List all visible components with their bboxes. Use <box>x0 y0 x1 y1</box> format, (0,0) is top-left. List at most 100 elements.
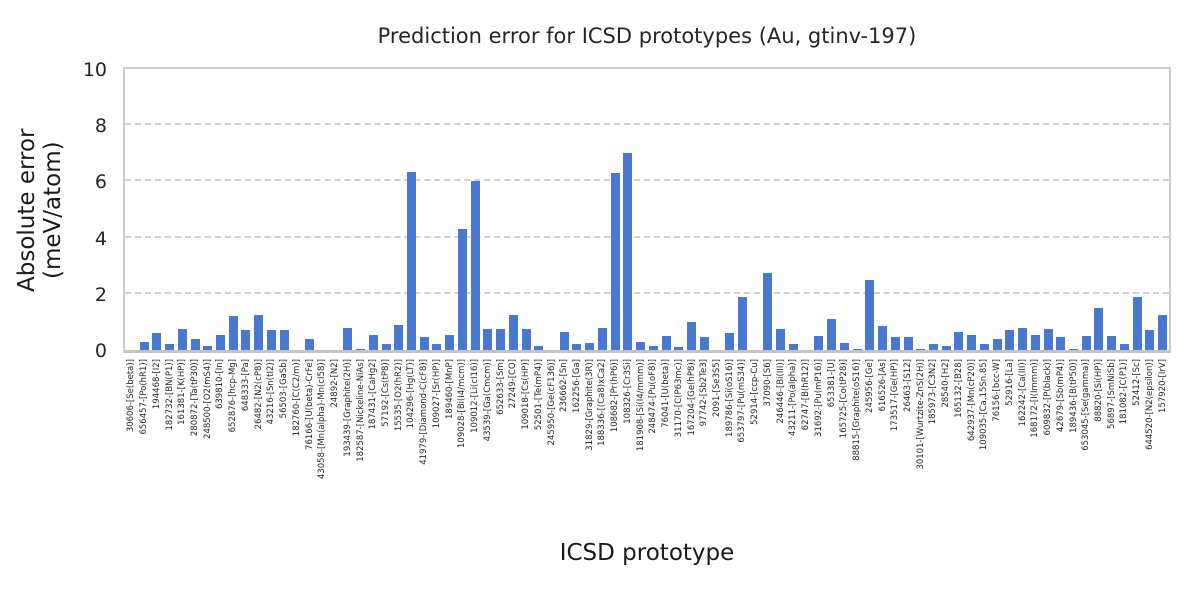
bar <box>1030 334 1040 350</box>
bar <box>699 337 709 350</box>
x-tick-label: 97742-[Sb2Te3] <box>699 359 710 427</box>
x-tick-label: 15535-[O2(hR2)] <box>393 359 404 432</box>
x-tick-label: 648333-[Pa] <box>240 359 251 412</box>
x-tick-label: 109028-[Bi(I4/mcm)] <box>457 359 468 448</box>
bar <box>419 337 429 350</box>
x-tick-label: 109035-[Ca.15Sn.85] <box>979 359 990 451</box>
x-tick-label: 181908-[Si(I4/mmm)] <box>635 359 646 452</box>
bar <box>610 172 620 350</box>
y-tick-label: 0 <box>94 340 107 362</box>
bar <box>1018 327 1028 350</box>
bar <box>1094 307 1104 350</box>
x-tick-label: 188336-[(Ca8)xCa2] <box>597 359 608 446</box>
bar <box>839 342 849 350</box>
bar <box>266 330 276 350</box>
x-tick-label: 31829-[Graphite(3R)] <box>584 359 595 451</box>
gridline-y4 <box>125 235 1169 238</box>
bar <box>572 344 582 350</box>
bar <box>406 171 416 350</box>
x-tick-label: 43216-[Sn(tI2)] <box>266 359 277 425</box>
bar <box>941 345 951 350</box>
y-tick-label: 2 <box>94 283 107 306</box>
x-tick-label: 656457-[Po(hR1)] <box>139 359 150 435</box>
bar <box>1043 328 1053 350</box>
x-tick-label: 162256-[Ga] <box>571 359 582 413</box>
bar <box>190 338 200 350</box>
chart-title: Prediction error for ICSD prototypes (Au… <box>377 24 917 48</box>
x-tick-label: 28540-[H2] <box>941 359 952 408</box>
bar <box>254 314 264 350</box>
bar <box>661 335 671 350</box>
x-tick-label: 88815-[Graphite(oS16)] <box>852 359 863 461</box>
x-tick-label: 24892-[N2] <box>330 359 341 408</box>
x-tick-label: 56897-[SmNiSb] <box>1106 359 1117 429</box>
x-tick-label: 248500-[O2(mS4)] <box>202 359 213 439</box>
x-tick-label: 182587-[Nickeline-NiAs] <box>355 359 366 462</box>
bar <box>483 328 493 350</box>
bar <box>343 327 353 350</box>
x-tick-label: 52412-[Sc] <box>1132 359 1143 406</box>
x-tick-label: 616526-[As] <box>877 359 888 412</box>
x-tick-label: 173517-[Ge(HP)] <box>890 359 901 432</box>
bar <box>381 344 391 350</box>
bar <box>687 321 697 350</box>
x-tick-label: 43211-[Po(alpha)] <box>788 359 799 436</box>
bar <box>534 345 544 350</box>
bar <box>1069 348 1078 350</box>
x-tick-label: 189786-[Si(oS16)] <box>724 359 735 437</box>
x-tick-label: 52914-[ccp-Cu] <box>750 359 761 425</box>
bar <box>215 334 225 350</box>
x-tick-label: 653045-[Se(gamma)] <box>1081 359 1092 451</box>
x-tick-label: 652876-[hcp-Mg] <box>228 359 239 433</box>
bar <box>1107 335 1117 350</box>
x-tick-label: 76166-[U(beta)-CrFe] <box>304 359 315 450</box>
bar <box>928 344 938 350</box>
x-tick-label: 167204-[Ge(hP8)] <box>686 359 697 436</box>
x-tick-label: 26463-[S12] <box>903 359 913 412</box>
gridline-y6 <box>125 179 1169 182</box>
bar <box>1119 344 1129 350</box>
gridline-y2 <box>125 291 1169 294</box>
y-tick-label: 8 <box>94 115 107 138</box>
x-tick-label: 245956-[Ge] <box>864 359 875 413</box>
bar <box>827 319 837 350</box>
y-axis-tick-labels: 0 2 4 6 8 10 <box>0 59 113 362</box>
bar <box>228 316 238 350</box>
bar <box>508 314 518 350</box>
bar <box>470 181 480 350</box>
bar <box>203 345 213 350</box>
bar <box>152 333 162 350</box>
x-tick-label: 37090-[S6] <box>762 359 773 407</box>
x-tick-label: 162242-[Ca(III)] <box>1017 359 1028 427</box>
x-tick-label: 182760-[C(C2/m)] <box>291 359 302 437</box>
x-tick-label: 27249-[CO] <box>508 359 519 409</box>
x-tick-label: 165725-[Co(tP28)] <box>839 359 850 439</box>
x-tick-label: 652633-[Sm] <box>495 359 506 415</box>
bar <box>356 348 366 350</box>
bar <box>445 334 455 350</box>
bar <box>916 348 926 350</box>
bar <box>559 331 569 350</box>
bar <box>636 341 646 350</box>
bar <box>139 341 149 350</box>
x-axis-tick-labels: 30606-[Se(beta)] 656457-[Po(hR1)] 194468-[… <box>123 357 1171 532</box>
bar <box>279 330 289 350</box>
bar <box>865 279 875 350</box>
y-tick-label: 6 <box>94 171 107 194</box>
x-tick-label: 165132-[B28] <box>953 359 964 418</box>
x-tick-label: 193439-[Graphite(2H)] <box>342 359 353 457</box>
x-tick-label: 653797-[Pu(mS34)] <box>737 359 748 443</box>
x-tick-label: 185973-[C3N2] <box>928 359 939 425</box>
bar <box>368 334 378 350</box>
x-tick-label: 644520-[N2(epsilon)] <box>1144 359 1155 450</box>
bar <box>1056 337 1066 350</box>
x-tick-label: 248474-[Pu(oF8)] <box>648 359 659 434</box>
x-tick-label: 161381-[K(HP)] <box>177 359 188 425</box>
x-tick-label: 653381-[U] <box>826 359 837 408</box>
x-tick-label: 76156-[bcc-W] <box>992 359 1003 422</box>
x-tick-label: 30101-[Wurtzite-ZnS(2H)] <box>915 359 926 470</box>
x-tick-label: 26482-[N2(cP8)] <box>253 359 264 430</box>
x-tick-label: 168172-[I(Immm)] <box>1030 359 1041 438</box>
bar <box>457 229 467 350</box>
